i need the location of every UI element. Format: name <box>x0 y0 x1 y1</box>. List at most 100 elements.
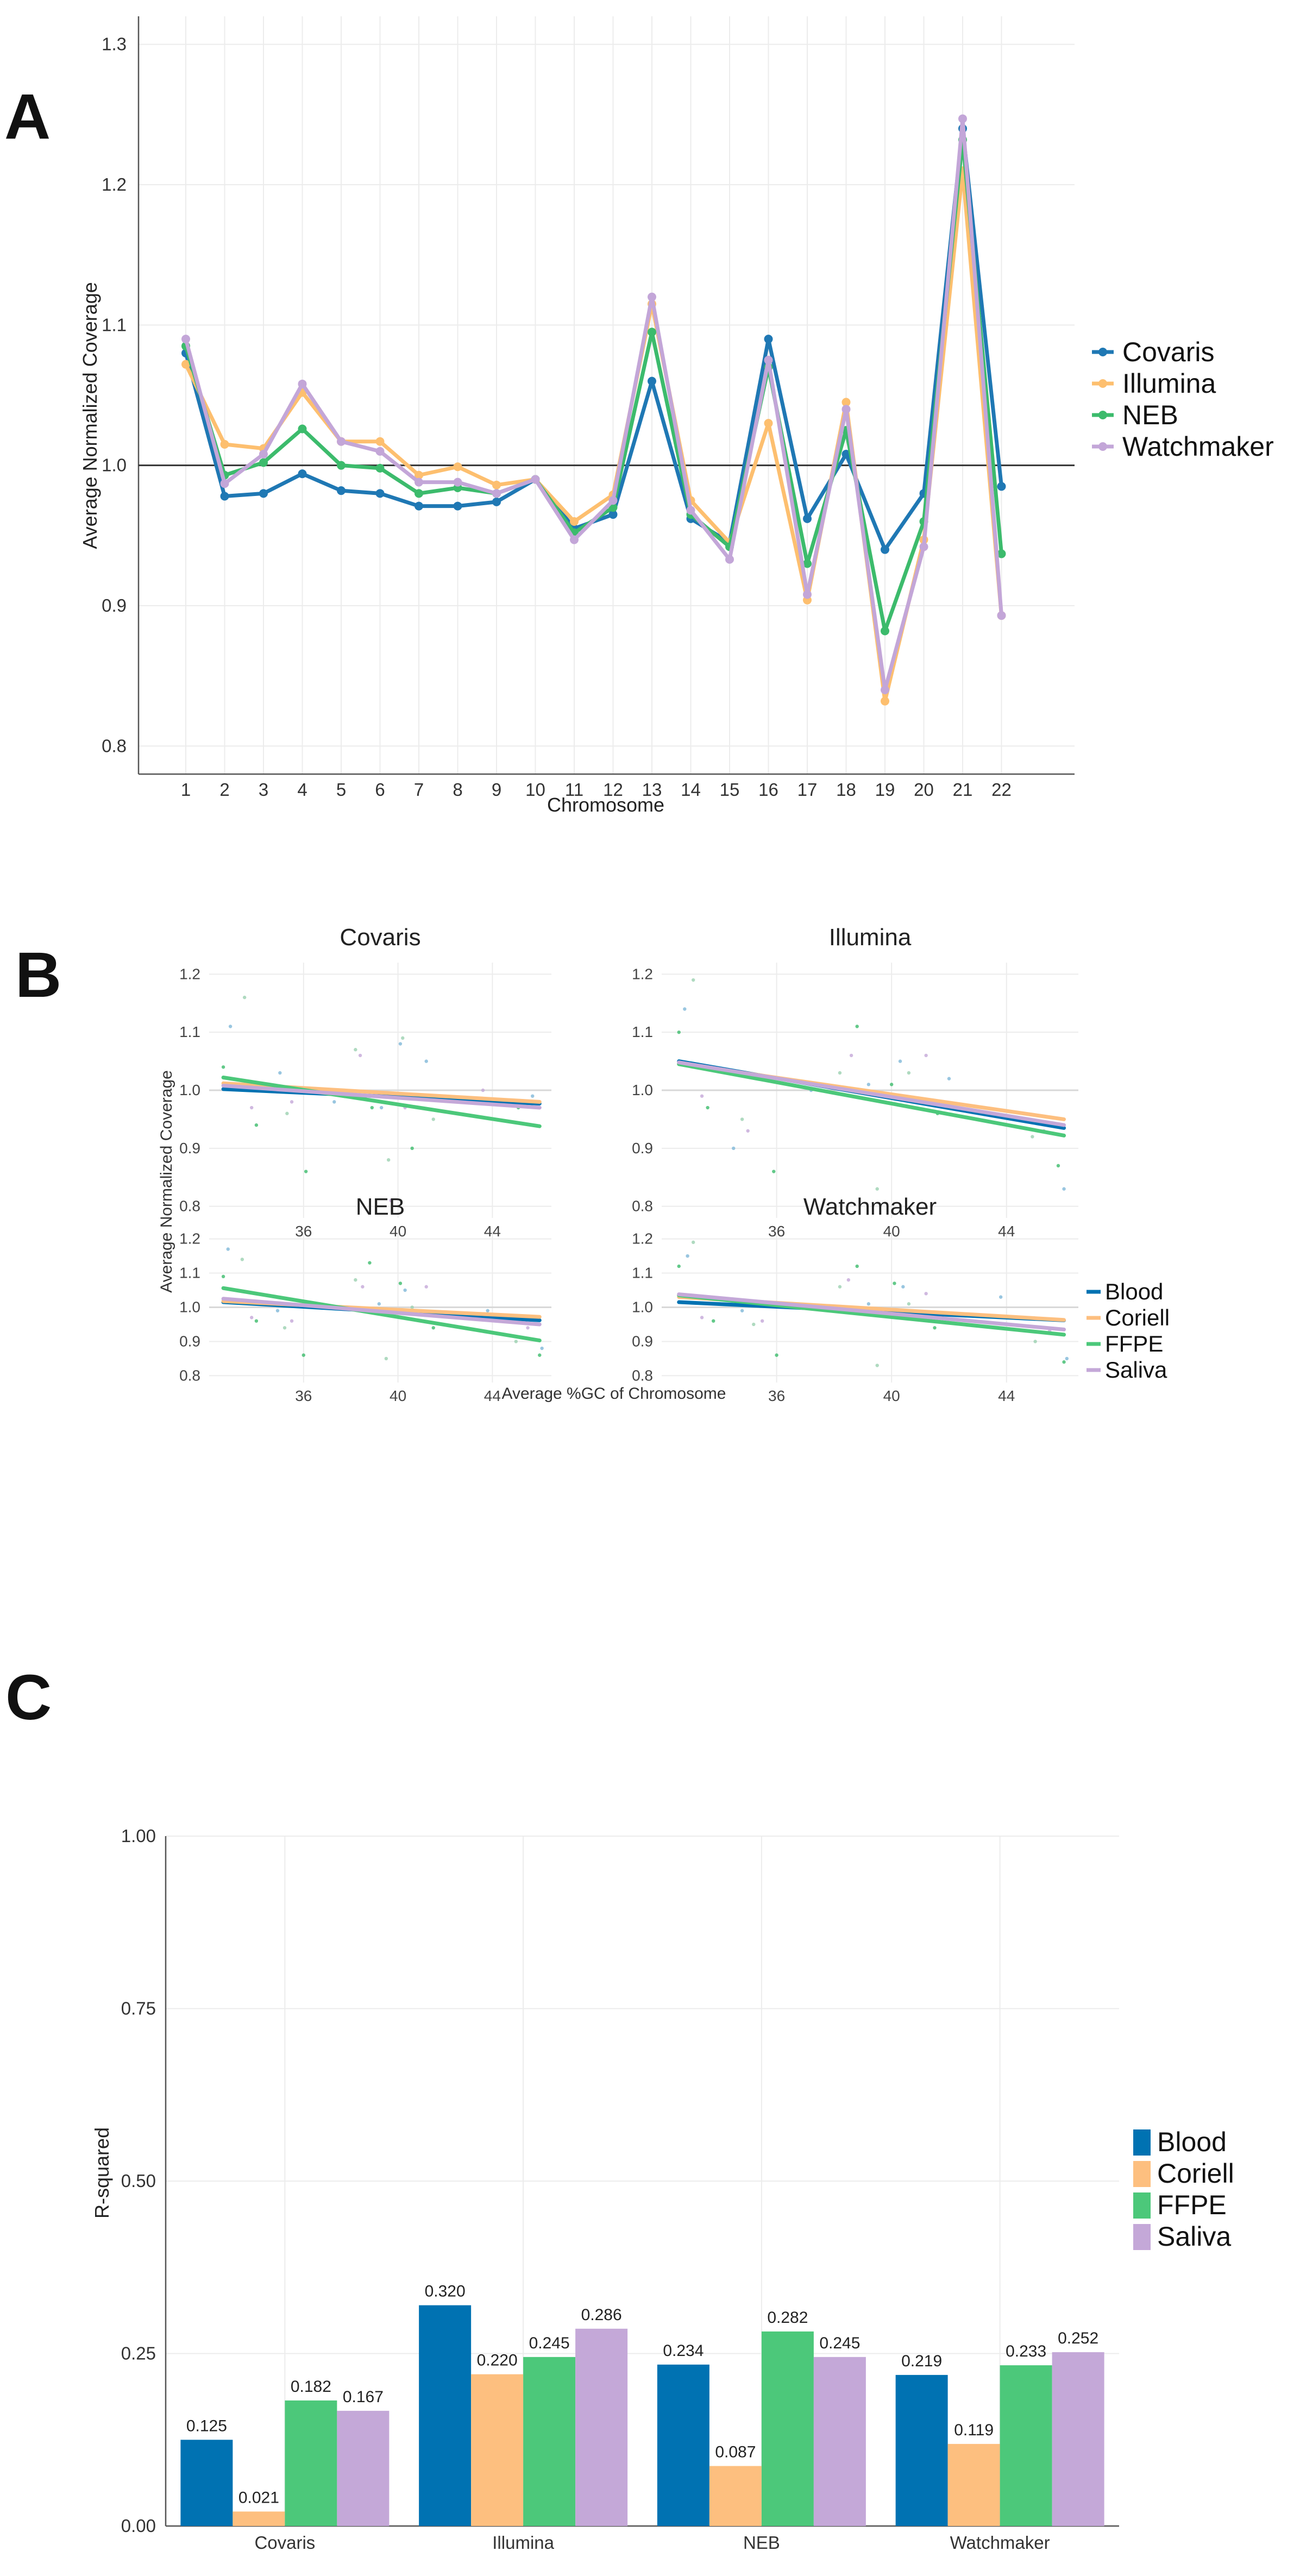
scatter-point <box>700 1316 704 1320</box>
point-neb <box>259 458 268 467</box>
bar-value-label: 0.245 <box>819 2334 860 2352</box>
legend-dot-illumina <box>1098 379 1107 388</box>
panel-a-x-axis-title: Chromosome <box>547 794 664 816</box>
scatter-point <box>889 1083 894 1086</box>
scatter-point <box>700 1094 704 1098</box>
x-tick-label: 44 <box>484 1387 501 1404</box>
scatter-point <box>875 1187 879 1191</box>
y-tick-label: 1.2 <box>632 1230 653 1247</box>
point-covaris <box>415 501 423 511</box>
bar-blood <box>657 2364 709 2526</box>
scatter-point <box>677 1264 681 1268</box>
scatter-point <box>772 1170 776 1173</box>
scatter-point <box>410 1146 414 1151</box>
y-tick-label: 1.2 <box>179 1230 200 1247</box>
bar-blood <box>895 2374 948 2526</box>
bar-value-label: 0.252 <box>1058 2329 1098 2347</box>
scatter-point <box>290 1100 294 1104</box>
point-watchmaker <box>803 590 812 599</box>
scatter-point <box>304 1170 308 1173</box>
point-watchmaker <box>337 437 346 446</box>
scatter-point <box>531 1094 535 1098</box>
fit-line-saliva <box>221 1297 542 1327</box>
point-illumina <box>570 517 579 526</box>
point-neb <box>648 328 656 337</box>
y-tick-label: 0.8 <box>179 1198 200 1215</box>
bar-value-label: 0.021 <box>238 2489 279 2506</box>
panel-c-y-axis-title: R-squared <box>91 2127 113 2219</box>
scatter-point <box>540 1346 544 1350</box>
scatter-point <box>410 1305 414 1309</box>
scatter-point <box>875 1364 879 1367</box>
panel-c-bar-chart: 0.125 0.021 0.182 0.167 0.320 0.220 0.245 0.286… <box>91 1826 1234 2553</box>
legend-label-watchmaker: Watchmaker <box>1122 431 1274 462</box>
scatter-point <box>221 1065 225 1069</box>
scatter-point <box>250 1105 254 1110</box>
y-tick-label: 0.8 <box>179 1367 200 1384</box>
legend-label-blood: Blood <box>1157 2127 1227 2157</box>
x-tick-label: 40 <box>883 1387 900 1404</box>
scatter-point <box>1062 1187 1066 1191</box>
point-watchmaker <box>415 477 423 487</box>
x-tick-label: 3 <box>259 780 268 800</box>
scatter-point <box>240 1258 244 1261</box>
scatter-point <box>538 1353 542 1357</box>
scatter-point <box>893 1281 896 1285</box>
panel-b-x-axis-title: Average %GC of Chromosome <box>502 1385 726 1403</box>
panel-a-line-chart: 0.80.91.01.11.21.31 2 3 4 5 6 7 8 9 10 11 12 13 14 15 1… <box>79 16 1274 816</box>
legend-label-coriell: Coriell <box>1105 1305 1170 1330</box>
scatter-point <box>250 1316 254 1320</box>
point-covaris <box>841 450 851 458</box>
panel-a-gridlines <box>139 16 1075 774</box>
scatter-point <box>424 1059 428 1063</box>
point-illumina <box>415 470 423 480</box>
bar-value-label: 0.282 <box>767 2309 808 2327</box>
facet-title: Illumina <box>829 924 912 951</box>
scatter-point <box>332 1100 336 1104</box>
panel-label-b: B <box>15 939 61 1011</box>
x-tick-label: 19 <box>875 780 895 800</box>
scatter-point <box>907 1071 911 1075</box>
point-illumina <box>375 437 385 446</box>
scatter-point <box>387 1158 391 1162</box>
bar-value-label: 0.245 <box>529 2334 570 2352</box>
scatter-point <box>855 1025 859 1028</box>
x-tick-label: 9 <box>492 780 501 800</box>
scatter-point <box>933 1326 937 1330</box>
y-tick-label: 1.2 <box>102 174 127 194</box>
point-neb <box>803 559 812 568</box>
scatter-point <box>746 1129 750 1133</box>
legend-label-ffpe: FFPE <box>1105 1331 1163 1356</box>
point-watchmaker <box>919 542 928 551</box>
x-tick-label: 36 <box>295 1387 312 1404</box>
scatter-point <box>855 1264 859 1268</box>
scatter-point <box>901 1285 905 1289</box>
legend-key-saliva <box>1133 2224 1151 2250</box>
fit-line-ffpe <box>221 1076 542 1128</box>
scatter-point <box>282 1326 287 1330</box>
point-neb <box>881 626 889 636</box>
point-covaris <box>648 376 656 386</box>
scatter-point <box>849 1053 853 1058</box>
legend-dot-watchmaker <box>1098 442 1107 451</box>
panel-b-facets: 0.8 0.9 1.0 1.1 1.2 36 40 44 Covaris 0.8 0.9 1.0 1.1… <box>179 924 1078 1404</box>
y-tick-label: 0.00 <box>121 2516 156 2536</box>
point-neb <box>375 463 385 473</box>
scatter-point <box>514 1340 518 1343</box>
bar-saliva <box>1052 2352 1104 2526</box>
bar-value-label: 0.320 <box>425 2283 466 2301</box>
fit-line-saliva <box>677 1060 1066 1127</box>
x-tick-label: 14 <box>681 780 701 800</box>
scatter-point <box>481 1088 485 1092</box>
panel-label-c: C <box>5 1662 52 1733</box>
panel-a-series <box>181 114 1006 706</box>
legend-key-blood <box>1133 2129 1151 2156</box>
bar-value-label: 0.286 <box>581 2306 622 2324</box>
bar-value-label: 0.219 <box>901 2352 942 2370</box>
point-watchmaker <box>841 405 851 414</box>
scatter-point <box>379 1105 384 1110</box>
facet-title: Covaris <box>340 924 420 951</box>
point-watchmaker <box>220 479 229 488</box>
fit-line-saliva <box>221 1083 542 1110</box>
